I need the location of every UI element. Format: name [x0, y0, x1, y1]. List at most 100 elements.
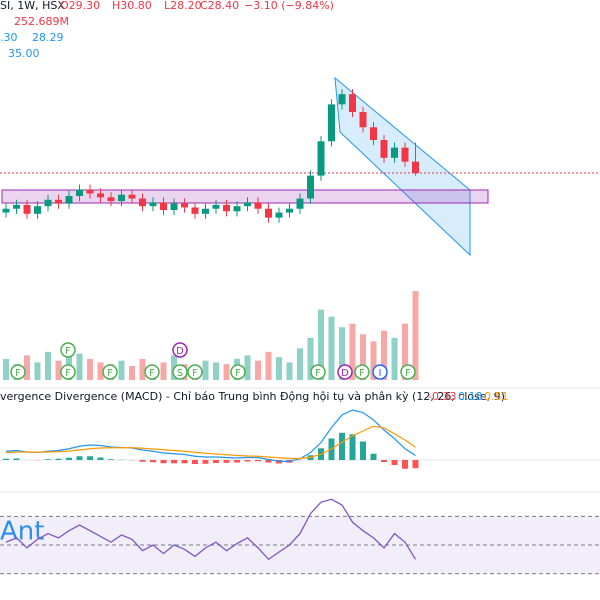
event-label: F: [315, 368, 321, 379]
macd-hist-bar: [349, 434, 356, 460]
candle-body: [370, 127, 377, 140]
volume-bar: [97, 362, 104, 380]
macd-hist-bar: [97, 457, 104, 460]
volume-bar: [381, 330, 387, 380]
volume-bar: [412, 291, 419, 380]
ma-value: .30: [0, 31, 18, 44]
event-marker: [230, 364, 246, 380]
volume-bar: [129, 365, 135, 380]
candle-body: [380, 140, 388, 158]
volume-bar: [276, 357, 282, 380]
volume-bar: [318, 309, 324, 380]
volume-bar: [87, 358, 93, 380]
volume-bar: [391, 337, 398, 380]
macd-hist-bar: [255, 460, 261, 462]
event-label: I: [379, 368, 382, 379]
candle-body: [55, 199, 62, 204]
volume-bar: [360, 334, 366, 380]
macd-hist-bar: [181, 460, 188, 464]
macd-hist-bar: [3, 458, 9, 460]
event-label: F: [107, 368, 113, 379]
volume-bar: [297, 348, 303, 380]
volume-bar: [76, 353, 83, 380]
high: H30.80: [112, 0, 152, 12]
candle-body: [391, 147, 398, 158]
event-label: F: [65, 346, 71, 357]
macd-hist-bar: [87, 456, 93, 460]
volume-bar: [223, 364, 230, 380]
zone-box: [1, 189, 489, 204]
volume-bar: [139, 358, 146, 380]
open: O29.30: [60, 0, 100, 12]
macd-hist-bar: [192, 460, 198, 464]
symbol: SI, 1W, HSX: [0, 0, 65, 12]
macd-hist-bar: [412, 460, 419, 469]
event-label: F: [65, 368, 71, 379]
candle-body: [212, 204, 220, 209]
volume-bar: [34, 362, 41, 380]
volume-bar: [286, 362, 293, 380]
candle-body: [170, 203, 178, 210]
candle-body: [349, 94, 356, 112]
candle-body: [223, 204, 230, 212]
candle-body: [2, 208, 10, 213]
volume-bar: [213, 362, 219, 380]
macd-hist-bar: [66, 457, 72, 460]
event-label: F: [15, 368, 21, 379]
candle-body: [202, 208, 209, 214]
event-marker: [60, 364, 76, 380]
candle-body: [233, 206, 241, 212]
signal-value: 0.51: [484, 390, 509, 403]
event-marker: [337, 364, 353, 380]
candle-body: [401, 147, 409, 162]
event-marker: [187, 364, 203, 380]
macd-hist-bar: [55, 458, 62, 460]
macd-hist-value: -0.33: [428, 390, 456, 403]
event-marker: [60, 342, 76, 358]
volume-bar: [244, 355, 251, 380]
volume-bar: [307, 337, 314, 380]
candle-body: [139, 198, 146, 207]
close: C28.40: [200, 0, 239, 12]
volume-bar: [339, 327, 345, 380]
event-label: F: [192, 368, 198, 379]
volume-bar: [255, 360, 261, 380]
candle-body: [359, 112, 367, 128]
event-marker: [400, 364, 416, 380]
volume-bar: [328, 316, 335, 380]
candle-body: [286, 208, 293, 213]
volume-bar: [160, 362, 167, 380]
macd-hist-bar: [213, 460, 219, 463]
volume-bar: [402, 323, 408, 380]
volume-bar: [265, 351, 272, 380]
candle-body: [317, 141, 325, 176]
event-label: F: [149, 368, 155, 379]
candle-body: [13, 204, 20, 209]
event-label: D: [176, 346, 184, 357]
candle-body: [65, 196, 73, 204]
rsi-line: [5, 498, 417, 561]
volume-bar: [24, 355, 30, 380]
macd-hist-bar: [150, 460, 156, 463]
rsi-band: [0, 516, 600, 574]
candle-body: [34, 206, 41, 214]
channel: [334, 76, 471, 257]
macd-hist-bar: [108, 459, 114, 460]
volume-bar: [118, 360, 125, 380]
macd-hist-bar: [45, 459, 51, 460]
candle-body: [107, 197, 115, 202]
macd-hist-bar: [223, 460, 230, 463]
candle-body: [191, 207, 199, 214]
candle-body: [275, 212, 283, 218]
candle-body: [128, 194, 136, 199]
candle-body: [149, 202, 157, 207]
event-marker: [354, 364, 370, 380]
macd-hist-bar: [160, 460, 167, 464]
event-marker: [172, 342, 188, 358]
volume-bar: [3, 358, 9, 380]
event-marker: [310, 364, 326, 380]
low: L28.20: [164, 0, 202, 12]
candle-body: [160, 202, 167, 210]
event-label: S: [177, 368, 183, 379]
